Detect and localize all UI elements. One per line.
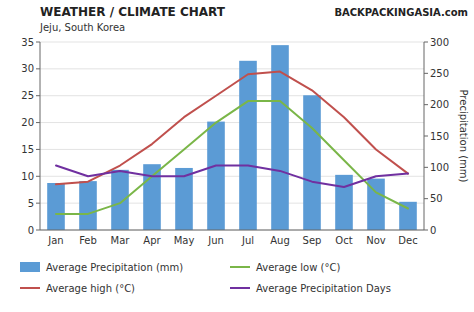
legend-swatch (230, 266, 250, 268)
y2-tick (424, 42, 428, 43)
y2-tick-label: 250 (430, 68, 449, 79)
bar (111, 170, 129, 230)
legend-label: Average Precipitation (mm) (46, 262, 183, 273)
bar (207, 122, 225, 230)
legend-item: Average low (°C) (230, 262, 340, 273)
x-tick-label: Dec (398, 235, 417, 246)
grid-line (40, 122, 424, 123)
y-tick-label: 30 (21, 63, 34, 74)
y2-tick-label: 150 (430, 131, 449, 142)
grid-line (40, 149, 424, 150)
y2-tick (424, 73, 428, 74)
y-tick-label: 5 (28, 198, 34, 209)
bars (47, 45, 417, 230)
line (56, 166, 408, 187)
legend-swatch (20, 262, 40, 272)
legend-item: Average Precipitation Days (230, 283, 391, 294)
grid (40, 42, 424, 230)
subtitle: Jeju, South Korea (39, 22, 125, 33)
y-tick-label: 10 (21, 171, 34, 182)
grid-line (40, 203, 424, 204)
y2-tick-label: 100 (430, 162, 449, 173)
x-tick-label: Aug (270, 235, 290, 246)
grid-line (40, 230, 424, 231)
legend: Average Precipitation (mm) Average low (°… (20, 262, 391, 294)
x-tick-label: Jul (241, 235, 254, 246)
x-tick-label: Jan (47, 235, 63, 246)
chart: WEATHER / CLIMATE CHART Jeju, South Korea… (0, 0, 474, 312)
y-tick-label: 25 (21, 90, 34, 101)
y2-tick (424, 167, 428, 168)
legend-swatch (20, 287, 40, 289)
y2-tick-label: 200 (430, 99, 449, 110)
bar (335, 175, 353, 230)
x-tick-label: Jun (207, 235, 224, 246)
brand: BACKPACKINGASIA.com (334, 7, 468, 18)
legend-item: Average Precipitation (mm) (20, 262, 183, 273)
y-axis-line (40, 42, 41, 230)
x-tick-label: Mar (111, 235, 131, 246)
y-tick (36, 230, 40, 231)
y-tick-label: 15 (21, 144, 34, 155)
legend-label: Average low (°C) (256, 262, 340, 273)
bar (239, 61, 257, 230)
x-axis-line (40, 230, 424, 231)
y-tick (36, 149, 40, 150)
y2-tick-label: 0 (430, 225, 436, 236)
y-tick (36, 176, 40, 177)
y-tick-label: 35 (21, 37, 34, 48)
legend-swatch (230, 287, 250, 289)
line (56, 101, 408, 214)
line (56, 72, 408, 185)
y-tick (36, 95, 40, 96)
legend-label: Average high (°C) (46, 283, 135, 294)
x-tick-label: Apr (143, 235, 161, 246)
y-tick (36, 42, 40, 43)
title: WEATHER / CLIMATE CHART (40, 5, 226, 19)
bar (79, 181, 97, 230)
y-tick-label: 20 (21, 117, 34, 128)
y2-tick (424, 136, 428, 137)
bar (143, 164, 161, 230)
y-tick (36, 68, 40, 69)
grid-line (40, 95, 424, 96)
x-tick-label: Oct (335, 235, 352, 246)
x-tick-label: Sep (303, 235, 322, 246)
y2-tick (424, 198, 428, 199)
axes: Jan Feb Mar Apr May Jun Jul Aug Sep Oct Nov Dec 0 5 10… (21, 37, 468, 247)
x-tick-label: Feb (79, 235, 97, 246)
x-tick-label: May (174, 235, 195, 246)
bar (47, 183, 65, 230)
bar (303, 95, 321, 230)
lines (56, 72, 408, 214)
y2-axis-label: Precipitation (mm) (458, 90, 469, 183)
y2-tick-label: 50 (430, 193, 443, 204)
y2-tick-label: 300 (430, 37, 449, 48)
y-tick (36, 203, 40, 204)
y2-tick (424, 230, 428, 231)
grid-line (40, 42, 424, 43)
y2-tick (424, 104, 428, 105)
legend-label: Average Precipitation Days (256, 283, 391, 294)
grid-line (40, 68, 424, 69)
x-tick-label: Nov (366, 235, 386, 246)
legend-item: Average high (°C) (20, 283, 135, 294)
y-tick-label: 0 (28, 225, 34, 236)
y-tick (36, 122, 40, 123)
